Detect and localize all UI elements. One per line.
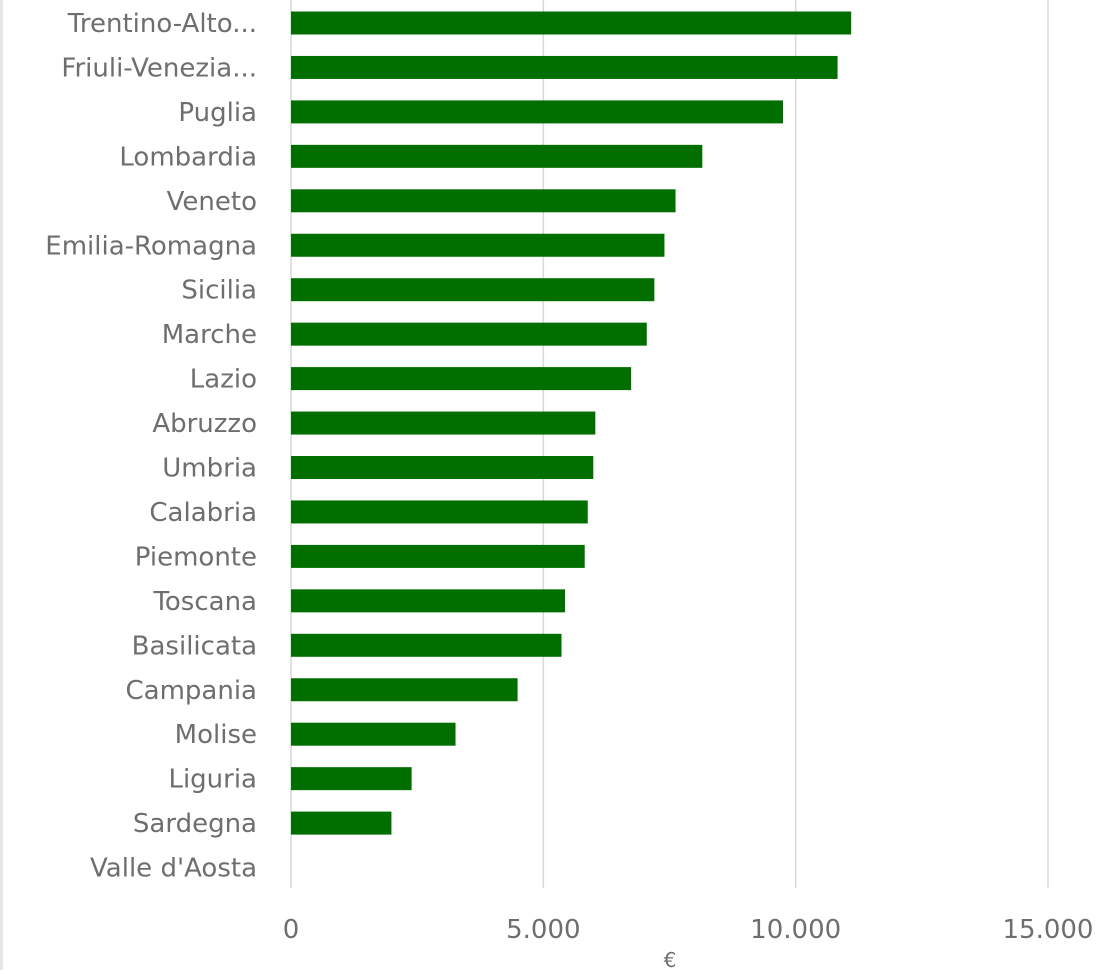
bar bbox=[291, 544, 585, 568]
bar bbox=[291, 633, 562, 657]
bars bbox=[291, 11, 852, 835]
bar bbox=[291, 589, 566, 613]
category-label: Sicilia bbox=[181, 276, 257, 306]
x-tick-label: 5.000 bbox=[506, 915, 580, 945]
category-label: Lazio bbox=[190, 365, 257, 395]
category-label: Trentino-Alto... bbox=[67, 9, 257, 39]
bar bbox=[291, 144, 703, 168]
category-label: Toscana bbox=[152, 587, 257, 617]
category-label: Friuli-Venezia... bbox=[61, 53, 257, 83]
bar bbox=[291, 189, 676, 213]
bar bbox=[291, 367, 632, 391]
left-border bbox=[0, 0, 3, 970]
bar bbox=[291, 722, 456, 746]
bar bbox=[291, 100, 784, 124]
bar bbox=[291, 411, 596, 435]
bar bbox=[291, 767, 412, 791]
category-label: Emilia-Romagna bbox=[45, 231, 257, 261]
category-label: Calabria bbox=[149, 498, 257, 528]
y-axis-labels: Trentino-Alto... Friuli-Venezia... Puglia L… bbox=[45, 9, 257, 884]
x-tick-label: 10.000 bbox=[750, 915, 841, 945]
bar bbox=[291, 55, 838, 79]
category-label: Umbria bbox=[162, 454, 257, 484]
bar bbox=[291, 811, 392, 835]
bar bbox=[291, 500, 588, 524]
gridlines bbox=[290, 0, 1049, 888]
category-label: Valle d'Aosta bbox=[90, 854, 257, 884]
bar bbox=[291, 456, 594, 479]
x-tick-label: 15.000 bbox=[1003, 915, 1094, 945]
x-axis-labels: 0 5.000 10.000 15.000 bbox=[283, 915, 1094, 945]
bar bbox=[291, 678, 518, 702]
bar bbox=[291, 11, 852, 35]
category-label: Campania bbox=[126, 676, 258, 706]
category-label: Basilicata bbox=[132, 631, 257, 661]
category-label: Veneto bbox=[167, 187, 257, 217]
bar bbox=[291, 278, 655, 302]
category-label: Sardegna bbox=[133, 809, 257, 839]
bar bbox=[291, 233, 665, 257]
x-axis-title: € bbox=[664, 948, 677, 970]
category-label: Puglia bbox=[178, 98, 257, 128]
category-label: Molise bbox=[175, 720, 257, 750]
category-label: Lombardia bbox=[119, 142, 257, 172]
category-label: Piemonte bbox=[135, 542, 257, 572]
bar bbox=[291, 322, 647, 346]
category-label: Liguria bbox=[168, 765, 257, 795]
x-tick-label: 0 bbox=[283, 915, 300, 945]
category-label: Marche bbox=[162, 320, 257, 350]
category-label: Abruzzo bbox=[152, 409, 257, 439]
